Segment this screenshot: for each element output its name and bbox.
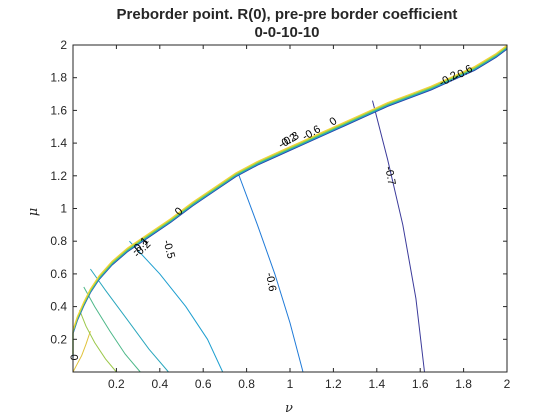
- plot-area: 0-0.2-0.1 -0.50-0.60-0.2-0.3 -0.6-0.7-0.2-…: [50, 38, 510, 391]
- y-tick-label: 0.4: [50, 300, 67, 314]
- contour-label: -0.6: [263, 272, 278, 293]
- contour-line-4: [129, 240, 224, 373]
- y-tick-label: 1.4: [50, 136, 67, 150]
- y-tick-label: 1.2: [50, 169, 67, 183]
- y-tick-label: 1.6: [50, 103, 67, 117]
- contour-line-1: [79, 309, 117, 373]
- x-tick-label: 1.6: [412, 377, 429, 391]
- chart-subtitle: 0-0-10-10: [254, 24, 319, 41]
- contour-line-6: [372, 100, 425, 373]
- x-tick-label: 0.8: [238, 377, 255, 391]
- y-tick-label: 0.8: [50, 234, 67, 248]
- y-tick-label: 2: [60, 38, 67, 52]
- y-tick-label: 0.2: [50, 332, 67, 346]
- contour-line-3: [89, 268, 169, 373]
- x-tick-label: 1.4: [368, 377, 385, 391]
- x-tick-label: 0.4: [151, 377, 168, 391]
- contour-line-0: [72, 330, 91, 373]
- border-contour-4: [72, 44, 508, 355]
- y-tick-label: 0.6: [50, 267, 67, 281]
- contour-label: 0: [69, 354, 81, 360]
- contour-line-2: [83, 286, 141, 373]
- contour-label: -0.5: [160, 239, 177, 260]
- contour-line-5: [237, 172, 304, 373]
- x-tick-label: 0.2: [108, 377, 125, 391]
- x-tick-label: 1.8: [455, 377, 472, 391]
- y-tick-label: 1: [60, 202, 67, 216]
- x-axis-label: ν: [285, 401, 293, 416]
- contour-label: -0.7: [382, 165, 397, 186]
- plot-background: [73, 45, 507, 372]
- x-tick-label: 1.2: [325, 377, 342, 391]
- y-tick-label: 1.8: [50, 71, 67, 85]
- y-axis-label: μ: [26, 208, 41, 216]
- chart-title: Preborder point. R(0), pre-pre border co…: [117, 6, 458, 23]
- contour-label: 0: [327, 115, 339, 128]
- x-tick-label: 0.6: [195, 377, 212, 391]
- x-tick-label: 2: [504, 377, 511, 391]
- x-tick-label: 1: [287, 377, 294, 391]
